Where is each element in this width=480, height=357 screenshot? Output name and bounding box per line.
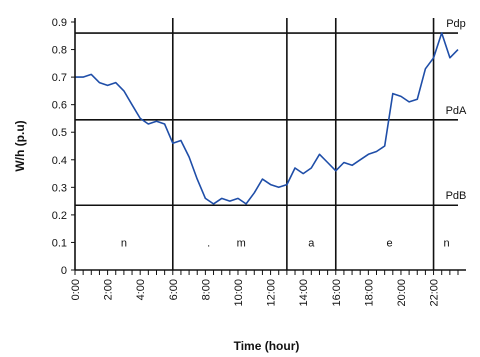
- period-boundaries: [171, 18, 435, 270]
- x-tick-label: 12:00: [266, 279, 278, 307]
- x-tick-label: 6:00: [168, 279, 180, 300]
- x-ticks: 0:00 2:00 4:00 6:00 8:00 10:00 12:00 14:00 16:00…: [70, 270, 459, 307]
- series-line: [75, 32, 459, 205]
- y-tick-label: 0.2: [52, 210, 67, 222]
- level-label: Pdp: [446, 18, 466, 30]
- period-labels: n. m a e n: [121, 237, 450, 249]
- x-tick-label: 14:00: [298, 279, 310, 307]
- period-label: n: [121, 237, 127, 249]
- y-tick-label: 0.6: [52, 100, 67, 112]
- period-label: n: [444, 237, 450, 249]
- period-label: .: [207, 237, 210, 249]
- x-tick-label: 10:00: [233, 279, 245, 307]
- level-lines: Pdp PdA PdB: [75, 18, 467, 207]
- series-group: [75, 32, 459, 205]
- x-tick-label: 16:00: [331, 279, 343, 307]
- period-label: e: [386, 237, 392, 249]
- y-axis-label: W/h (p.u): [13, 120, 27, 171]
- y-tick-label: 0: [61, 265, 67, 277]
- x-tick-label: 2:00: [103, 279, 115, 300]
- x-tick-label: 20:00: [396, 279, 408, 307]
- y-tick-label: 0.1: [52, 237, 67, 249]
- level-label: PdB: [446, 190, 467, 202]
- y-tick-label: 0.5: [52, 127, 67, 139]
- x-tick-label: 4:00: [135, 279, 147, 300]
- x-tick-label: 18:00: [363, 279, 375, 307]
- y-ticks: 0 0.1 0.2 0.3 0.4 0.5 0.6 0.7 0.8 0.9: [52, 17, 75, 277]
- x-axis-label: Time (hour): [234, 339, 300, 353]
- period-label: m: [237, 237, 246, 249]
- y-tick-label: 0.9: [52, 17, 67, 29]
- x-tick-label: 22:00: [429, 279, 441, 307]
- y-tick-label: 0.3: [52, 182, 67, 194]
- x-tick-label: 0:00: [70, 279, 82, 300]
- period-label: a: [308, 237, 315, 249]
- y-tick-label: 0.7: [52, 72, 67, 84]
- y-tick-label: 0.4: [52, 155, 67, 167]
- y-tick-label: 0.8: [52, 45, 67, 57]
- level-label: PdA: [446, 105, 467, 117]
- x-tick-label: 8:00: [200, 279, 212, 300]
